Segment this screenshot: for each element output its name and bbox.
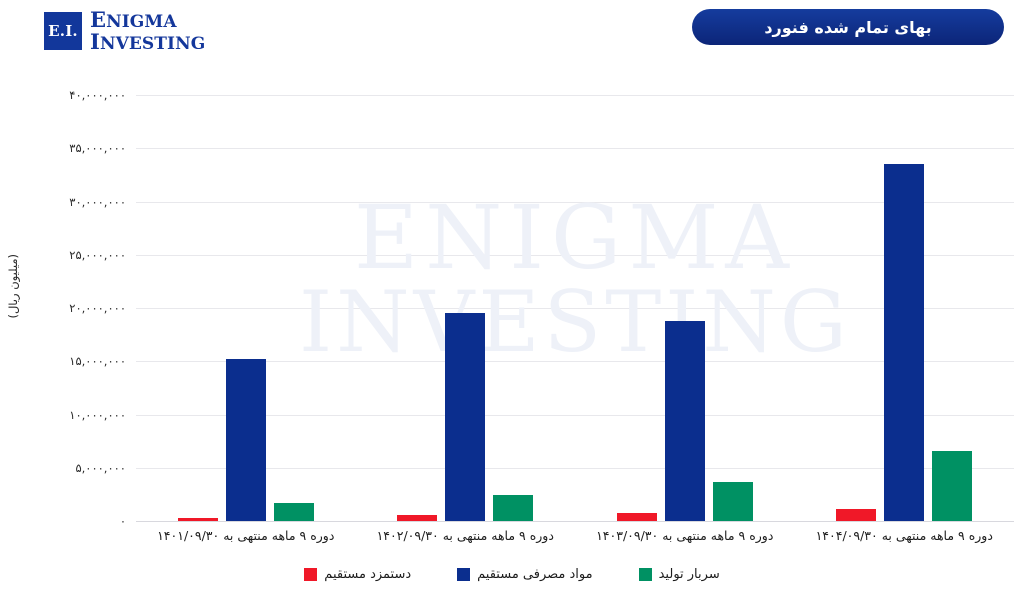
- gridline: [136, 308, 1014, 309]
- y-axis-tick-label: ۵,۰۰۰,۰۰۰: [75, 460, 126, 475]
- bar[interactable]: [836, 508, 877, 521]
- legend-item[interactable]: سربار تولید: [638, 567, 720, 582]
- chart-legend: دستمزد مستقیم مواد مصرفی مستقیم سربار تولی…: [0, 567, 1024, 582]
- logo-wordmark: ENIGMA INVESTING: [90, 9, 205, 54]
- bar[interactable]: [397, 515, 438, 521]
- legend-label: مواد مصرفی مستقیم: [477, 567, 593, 582]
- y-axis-tick-label: ۰: [119, 514, 126, 528]
- bar[interactable]: [445, 313, 486, 521]
- y-axis-tick-label: ۱۵,۰۰۰,۰۰۰: [69, 354, 126, 369]
- logo-text-investing: INVESTING: [90, 29, 206, 55]
- legend-label: سربار تولید: [658, 567, 720, 582]
- gridline: [136, 148, 1014, 150]
- y-axis-tick-label: ۴۰,۰۰۰,۰۰۰: [69, 88, 126, 102]
- bar[interactable]: [712, 481, 753, 521]
- legend-swatch-icon: [638, 568, 652, 581]
- bar-group-container: [136, 95, 1014, 521]
- legend-item[interactable]: دستمزد مستقیم: [304, 567, 411, 582]
- gridline: [136, 201, 1014, 203]
- bar[interactable]: [493, 494, 534, 521]
- legend-item[interactable]: مواد مصرفی مستقیم: [457, 567, 593, 582]
- x-axis-tick-label: دوره ۹ ماهه منتهی به ۱۴۰۲/۰۹/۳۰: [376, 528, 554, 543]
- page-header: E.I. ENIGMA INVESTING بهای تمام شده فنور…: [0, 0, 1024, 62]
- legend-swatch-icon: [304, 568, 318, 581]
- y-axis: (میلیون ریال) ۰ ۵,۰۰۰,۰۰۰ ۱۰,۰۰۰,۰۰۰ ۱۵,۰۰۰…: [0, 62, 136, 602]
- bar[interactable]: [225, 359, 266, 521]
- gridline: [136, 254, 1014, 256]
- logo-mark-icon: E.I.: [44, 12, 82, 51]
- brand-logo: E.I. ENIGMA INVESTING: [44, 9, 205, 54]
- gridline: [136, 95, 1014, 96]
- plot-area: ENIGMA INVESTING: [136, 95, 1014, 522]
- bar[interactable]: [273, 502, 314, 521]
- gridline: [136, 521, 1014, 522]
- legend-label: دستمزد مستقیم: [324, 567, 412, 582]
- chart-title-banner: بهای تمام شده فنورد: [692, 9, 1004, 45]
- x-axis-tick-label: دوره ۹ ماهه منتهی به ۱۴۰۴/۰۹/۳۰: [815, 528, 993, 543]
- y-axis-tick-label: ۲۵,۰۰۰,۰۰۰: [69, 247, 126, 262]
- gridline: [136, 414, 1014, 416]
- gridline: [136, 361, 1014, 363]
- y-axis-tick-label: ۳۰,۰۰۰,۰۰۰: [69, 194, 126, 209]
- x-axis-tick-label: دوره ۹ ماهه منتهی به ۱۴۰۱/۰۹/۳۰: [157, 528, 335, 543]
- y-axis-tick-label: ۳۵,۰۰۰,۰۰۰: [69, 141, 126, 156]
- bar[interactable]: [884, 164, 925, 521]
- gridline: [136, 467, 1014, 469]
- bar[interactable]: [177, 517, 218, 521]
- y-axis-title: (میلیون ریال): [6, 254, 20, 319]
- bar[interactable]: [616, 512, 657, 521]
- y-axis-tick-label: ۲۰,۰۰۰,۰۰۰: [69, 301, 126, 315]
- x-axis: دوره ۹ ماهه منتهی به ۱۴۰۱/۰۹/۳۰ دوره ۹ ما…: [136, 528, 1014, 562]
- bar[interactable]: [932, 450, 973, 521]
- y-axis-tick-label: ۱۰,۰۰۰,۰۰۰: [69, 407, 126, 422]
- logo-text-enigma: ENIGMA: [90, 7, 177, 32]
- x-axis-tick-label: دوره ۹ ماهه منتهی به ۱۴۰۳/۰۹/۳۰: [596, 528, 774, 543]
- legend-swatch-icon: [457, 568, 471, 581]
- gridlines: [136, 95, 1014, 522]
- chart-container: (میلیون ریال) ۰ ۵,۰۰۰,۰۰۰ ۱۰,۰۰۰,۰۰۰ ۱۵,۰۰۰…: [0, 62, 1024, 602]
- bar[interactable]: [664, 320, 705, 521]
